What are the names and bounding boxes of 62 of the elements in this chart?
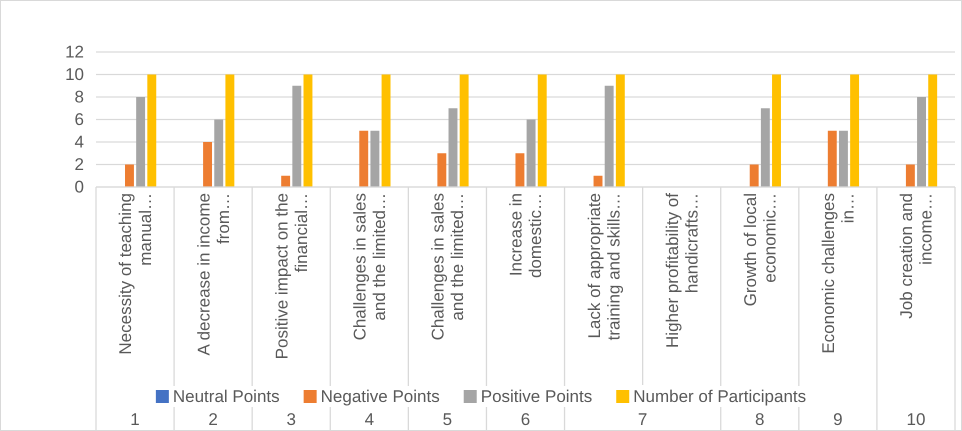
text: 1	[130, 410, 140, 429]
legend-label: Negative Points	[320, 387, 440, 406]
bar	[382, 74, 391, 187]
bar	[214, 120, 224, 187]
text: 4	[364, 410, 374, 429]
bar	[281, 176, 290, 187]
bar	[838, 130, 848, 187]
bar	[760, 108, 770, 187]
y-tick-label: 4	[74, 132, 84, 152]
x-tick-label: Challenges in sales and the limited…	[350, 193, 390, 340]
x-tick-label: Job creation and income…	[897, 193, 936, 319]
bar	[594, 176, 602, 187]
text: 8	[755, 410, 765, 429]
y-tick-label: 12	[65, 42, 84, 62]
bar	[526, 120, 536, 187]
bar	[515, 153, 524, 187]
bar	[538, 74, 547, 187]
text: 7	[638, 410, 648, 429]
text: 2	[208, 410, 218, 429]
bar	[437, 153, 446, 187]
bar	[370, 130, 380, 187]
bar	[917, 97, 926, 187]
bar	[616, 74, 625, 187]
x-tick-label: Positive impact on the financial…	[272, 193, 311, 360]
bar	[448, 108, 458, 187]
x-tick-label: Economic challenges in…	[819, 193, 858, 354]
text: 10	[906, 410, 926, 429]
bar	[828, 130, 837, 187]
text: 6	[520, 410, 530, 429]
bar	[850, 74, 860, 187]
legend-label: Number of Participants	[633, 387, 806, 406]
legend-label: Neutral Points	[172, 387, 280, 406]
bar	[906, 164, 915, 187]
x-tick-label: Higher profitability of handicrafts…	[662, 192, 702, 348]
bar	[304, 74, 312, 187]
bar	[292, 86, 302, 187]
y-tick-label: 8	[74, 87, 84, 106]
bar	[147, 74, 156, 187]
x-tick-label: Growth of local economic…	[740, 193, 780, 306]
y-tick-label: 0	[74, 177, 84, 196]
x-tick-label: Challenges in sales and the limited…	[428, 193, 468, 340]
bar	[460, 74, 469, 187]
x-tick-label: Increase in domestic…	[506, 193, 546, 278]
x-tick-label: Necessity of teaching manual…	[116, 193, 155, 355]
y-tick-label: 2	[74, 154, 84, 174]
bar	[772, 74, 781, 187]
bar	[125, 164, 134, 187]
text: 9	[833, 410, 843, 429]
y-tick-label: 6	[74, 110, 84, 129]
bar	[750, 164, 759, 187]
bar	[225, 74, 234, 187]
legend-label: Positive Points	[480, 387, 592, 406]
text: 3	[286, 410, 296, 429]
bar	[203, 142, 212, 187]
bar	[928, 74, 938, 187]
bar	[604, 86, 614, 187]
x-tick-label: A decrease in income from…	[194, 193, 233, 356]
text: 5	[442, 410, 452, 429]
bar	[136, 97, 146, 187]
y-tick-label: 10	[65, 64, 84, 84]
bar	[359, 130, 368, 187]
x-tick-label: Lack of appropriate training and skills…	[584, 193, 624, 340]
